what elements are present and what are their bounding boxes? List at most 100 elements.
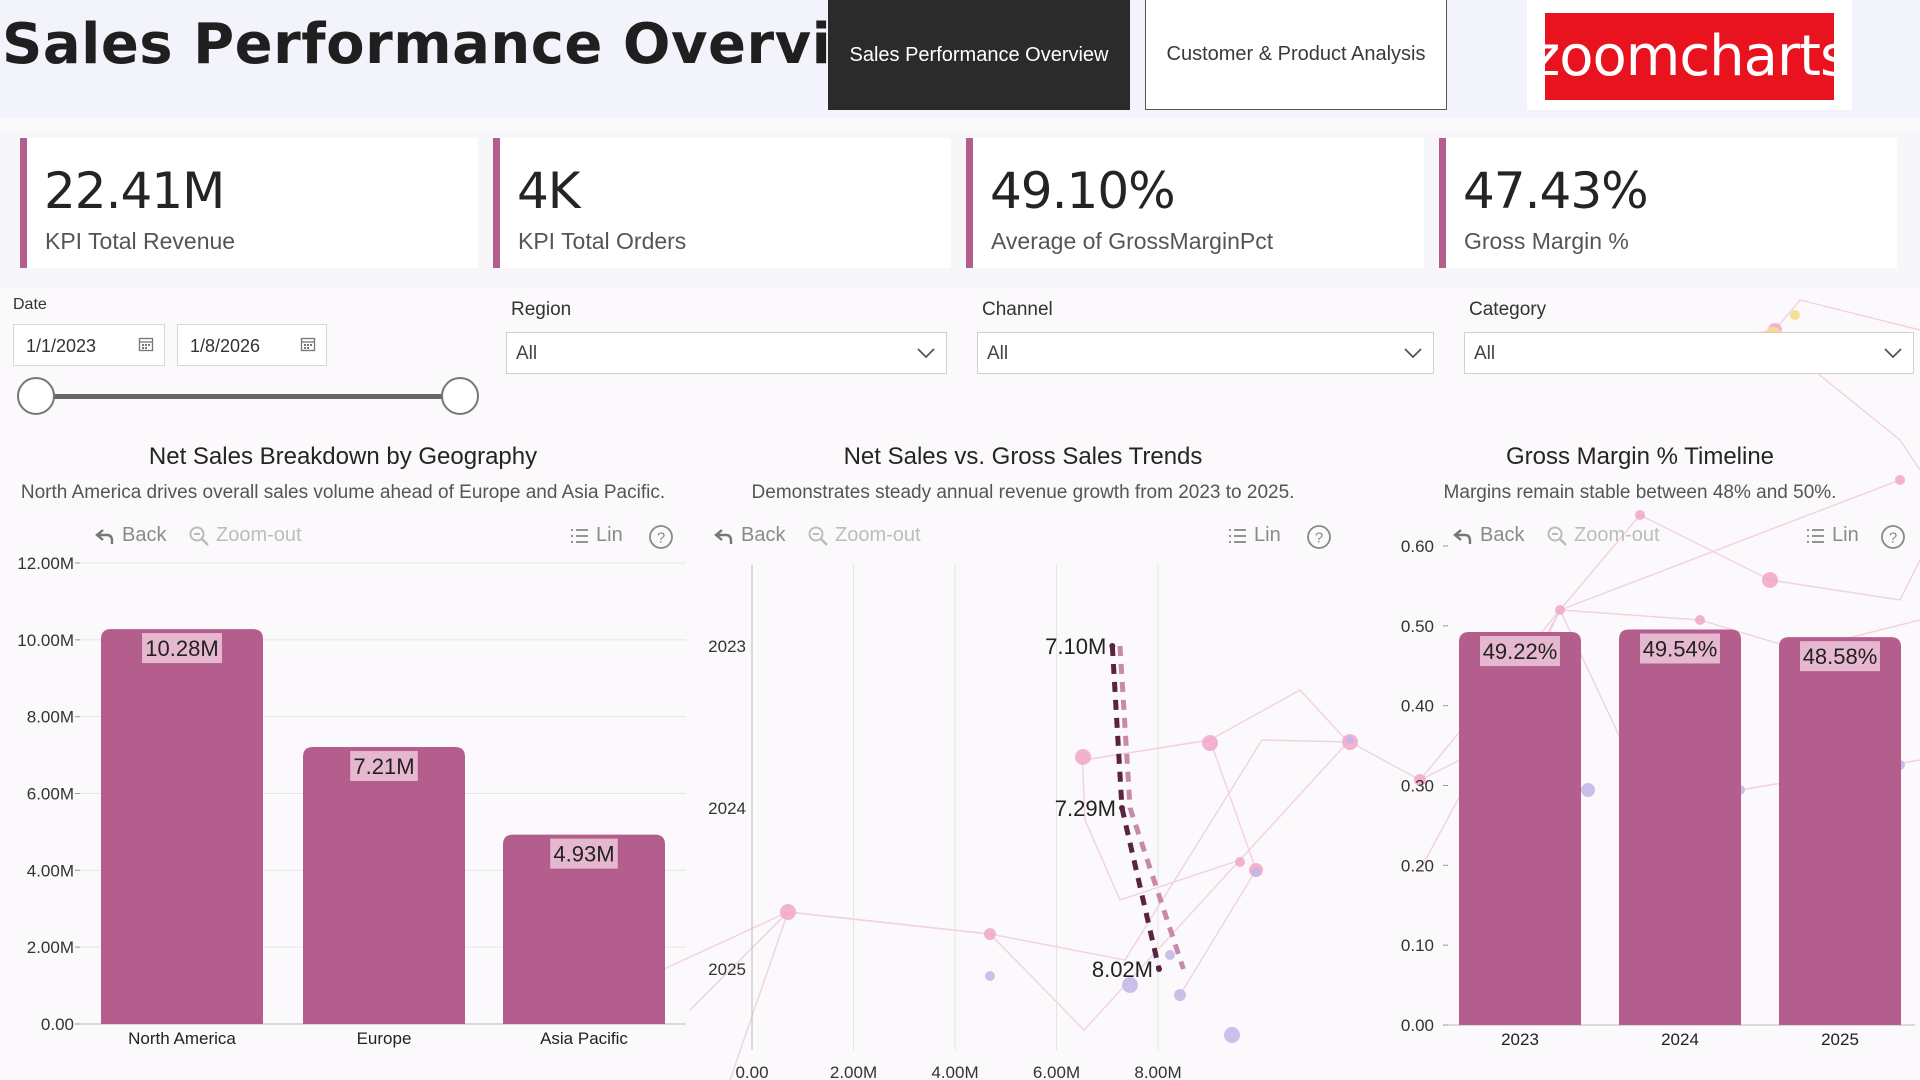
- region-selected-value: All: [516, 343, 538, 364]
- zoom-out-label: Zoom-out: [835, 524, 921, 546]
- kpi-label: Average of GrossMarginPct: [991, 228, 1274, 254]
- list-icon: [571, 528, 588, 543]
- kpi-card-total-revenue: 22.41M KPI Total Revenue: [20, 138, 478, 268]
- tab-sales-performance-overview[interactable]: Sales Performance Overview: [828, 0, 1130, 110]
- back-label: Back: [122, 524, 167, 546]
- y-tick-label: 0.30: [1401, 777, 1434, 796]
- kpi-label: Gross Margin %: [1464, 228, 1629, 254]
- net-vs-gross-sales-trend-chart: 0.00 2.00M 4.00M 6.00M 8.00M 2023 2024 2025 7.10…: [708, 565, 1186, 1080]
- x-tick-label: 4.00M: [931, 1063, 978, 1080]
- y-tick-label: 0.40: [1401, 697, 1434, 716]
- list-icon: [1229, 528, 1246, 543]
- x-tick-label: 2.00M: [830, 1063, 877, 1080]
- trend-chart-title: Net Sales vs. Gross Sales Trends: [843, 443, 1203, 470]
- region-slicer-label: Region: [511, 299, 572, 320]
- back-arrow-icon: [714, 528, 733, 544]
- bar: [1779, 637, 1901, 1025]
- margin-chart-title: Gross Margin % Timeline: [1505, 443, 1775, 470]
- chevron-down-icon: [1404, 348, 1422, 359]
- zoom-out-icon: [808, 526, 828, 546]
- bar: [101, 629, 263, 1024]
- channel-dropdown[interactable]: All: [977, 332, 1434, 374]
- bar: [1619, 629, 1741, 1025]
- zoom-out-label: Zoom-out: [216, 524, 302, 546]
- data-label: 4.93M: [553, 842, 614, 867]
- y-tick-label: 6.00M: [27, 785, 74, 804]
- net-sales-by-geography-chart: 0.00 2.00M 4.00M 6.00M 8.00M 10.00M 12.00M 10.2…: [17, 554, 686, 1048]
- y-tick-label: 2025: [708, 960, 746, 979]
- date-slicer-label: Date: [13, 296, 47, 313]
- x-tick-label: 8.00M: [1134, 1063, 1181, 1080]
- data-label: 7.10M: [1045, 634, 1106, 659]
- x-tick-label: 6.00M: [1033, 1063, 1080, 1080]
- tab-customer-product-analysis[interactable]: Customer & Product Analysis: [1145, 0, 1447, 110]
- zoom-out-icon: [189, 526, 209, 546]
- help-icon[interactable]: ?: [648, 524, 674, 550]
- report-header: Sales Performance Overview Sales Perform…: [0, 0, 1920, 118]
- margin-chart-subtitle: Margins remain stable between 48% and 50…: [1443, 482, 1837, 503]
- category-dropdown[interactable]: All: [1464, 332, 1914, 374]
- trend-zoom-out-button[interactable]: Zoom-out: [807, 524, 921, 547]
- geo-chart-title: Net Sales Breakdown by Geography: [148, 443, 538, 470]
- y-tick-label: 12.00M: [17, 554, 74, 573]
- trend-back-button[interactable]: Back: [713, 524, 785, 547]
- date-slider-end-handle[interactable]: [441, 377, 479, 415]
- geo-zoom-out-button[interactable]: Zoom-out: [188, 524, 302, 547]
- region-dropdown[interactable]: All: [506, 332, 947, 374]
- help-icon[interactable]: ?: [1306, 524, 1332, 550]
- kpi-value: 4K: [517, 162, 581, 220]
- kpi-value: 22.41M: [44, 162, 225, 220]
- x-tick-label: 2024: [1661, 1030, 1699, 1049]
- x-tick-label: 2025: [1821, 1030, 1859, 1049]
- back-label: Back: [741, 524, 786, 546]
- data-label: 8.02M: [1092, 957, 1153, 982]
- y-tick-label: 0.50: [1401, 617, 1434, 636]
- y-tick-label: 0.00: [1401, 1016, 1434, 1035]
- zoomcharts-logo: zoomcharts: [1531, 13, 1849, 100]
- svg-text:?: ?: [657, 530, 665, 547]
- kpi-label: KPI Total Revenue: [45, 228, 236, 254]
- kpi-label: KPI Total Orders: [518, 228, 687, 254]
- y-tick-label: 10.00M: [17, 631, 74, 650]
- geo-chart-subtitle: North America drives overall sales volum…: [20, 482, 666, 503]
- scale-label: Lin: [596, 524, 623, 546]
- calendar-icon[interactable]: [300, 336, 316, 352]
- bar: [303, 747, 465, 1024]
- trend-scale-toggle[interactable]: Lin: [1226, 524, 1281, 547]
- svg-text:?: ?: [1315, 530, 1323, 547]
- date-end-input[interactable]: 1/8/2026: [177, 324, 327, 366]
- x-tick-label: North America: [128, 1029, 236, 1048]
- date-slider-start-handle[interactable]: [17, 377, 55, 415]
- x-tick-label: 0.00: [735, 1063, 768, 1080]
- date-start-input[interactable]: 1/1/2023: [13, 324, 165, 366]
- date-end-value: 1/8/2026: [190, 336, 261, 356]
- kpi-value: 47.43%: [1463, 162, 1649, 220]
- series-line: [1117, 645, 1186, 970]
- bar: [1459, 632, 1581, 1025]
- data-label: 7.29M: [1055, 796, 1116, 821]
- geo-back-button[interactable]: Back: [94, 524, 166, 547]
- y-tick-label: 0.00: [41, 1015, 74, 1034]
- y-tick-label: 4.00M: [27, 861, 74, 880]
- data-label: 48.58%: [1803, 644, 1878, 669]
- data-label: 49.54%: [1643, 637, 1718, 662]
- y-tick-label: 2024: [708, 799, 746, 818]
- kpi-card-avg-gross-margin: 49.10% Average of GrossMarginPct: [966, 138, 1424, 268]
- x-tick-label: 2023: [1501, 1030, 1539, 1049]
- category-slicer-label: Category: [1469, 299, 1547, 320]
- data-point: [1118, 805, 1125, 811]
- data-label-background: [142, 633, 222, 664]
- data-point: [1156, 966, 1163, 972]
- geo-scale-toggle[interactable]: Lin: [568, 524, 623, 547]
- data-label-background: [550, 838, 618, 869]
- y-tick-label: 2023: [708, 637, 746, 656]
- category-selected-value: All: [1474, 343, 1496, 364]
- channel-selected-value: All: [987, 343, 1009, 364]
- date-range-slider-track[interactable]: [34, 394, 460, 399]
- calendar-icon[interactable]: [138, 336, 154, 352]
- y-tick-label: 8.00M: [27, 708, 74, 727]
- data-label-background: [350, 751, 418, 782]
- x-tick-label: Europe: [357, 1029, 412, 1048]
- page-title: Sales Performance Overview: [2, 12, 923, 77]
- back-arrow-icon: [95, 528, 114, 544]
